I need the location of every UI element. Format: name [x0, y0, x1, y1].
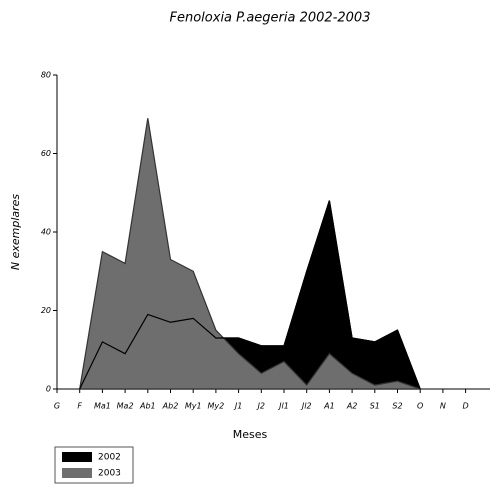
x-tick-label: Ab2 [162, 402, 179, 411]
y-tick-label: 20 [41, 306, 51, 315]
legend-label: 2002 [98, 453, 121, 463]
x-tick-label: J2 [256, 402, 265, 411]
x-tick-label: Ma1 [94, 402, 111, 411]
x-tick-label: S2 [392, 402, 402, 411]
x-tick-label: My1 [185, 402, 202, 411]
legend-label: 2003 [98, 469, 121, 479]
x-tick-label: G [54, 402, 60, 411]
x-tick-label: My2 [208, 402, 225, 411]
chart-title: Fenoloxia P.aegeria 2002-2003 [170, 11, 371, 26]
y-tick-label: 0 [46, 385, 51, 394]
legend-box [54, 446, 134, 484]
x-tick-label: A2 [346, 402, 358, 411]
y-tick-label: 80 [41, 71, 51, 80]
x-tick-label: O [417, 402, 423, 411]
y-tick-label: 60 [41, 149, 51, 158]
y-axis-label: N exemplares [9, 194, 22, 271]
x-tick-label: Jl2 [300, 402, 312, 411]
x-tick-label: Ma2 [117, 402, 134, 411]
legend-swatch [62, 468, 92, 478]
x-tick-label: N [440, 402, 446, 411]
area [78, 118, 421, 390]
x-tick-label: S1 [370, 402, 380, 411]
y-tick-label: 40 [41, 228, 51, 237]
x-tick-label: J1 [233, 402, 242, 411]
x-tick-label: Jl1 [277, 402, 289, 411]
line [79, 200, 421, 390]
x-axis-label: Meses [233, 428, 268, 441]
x-tick-label: D [463, 402, 469, 411]
x-tick-label: A1 [323, 402, 335, 411]
legend-swatch [62, 452, 92, 462]
x-tick-label: Ab1 [139, 402, 156, 411]
x-tick-label: F [77, 402, 82, 411]
